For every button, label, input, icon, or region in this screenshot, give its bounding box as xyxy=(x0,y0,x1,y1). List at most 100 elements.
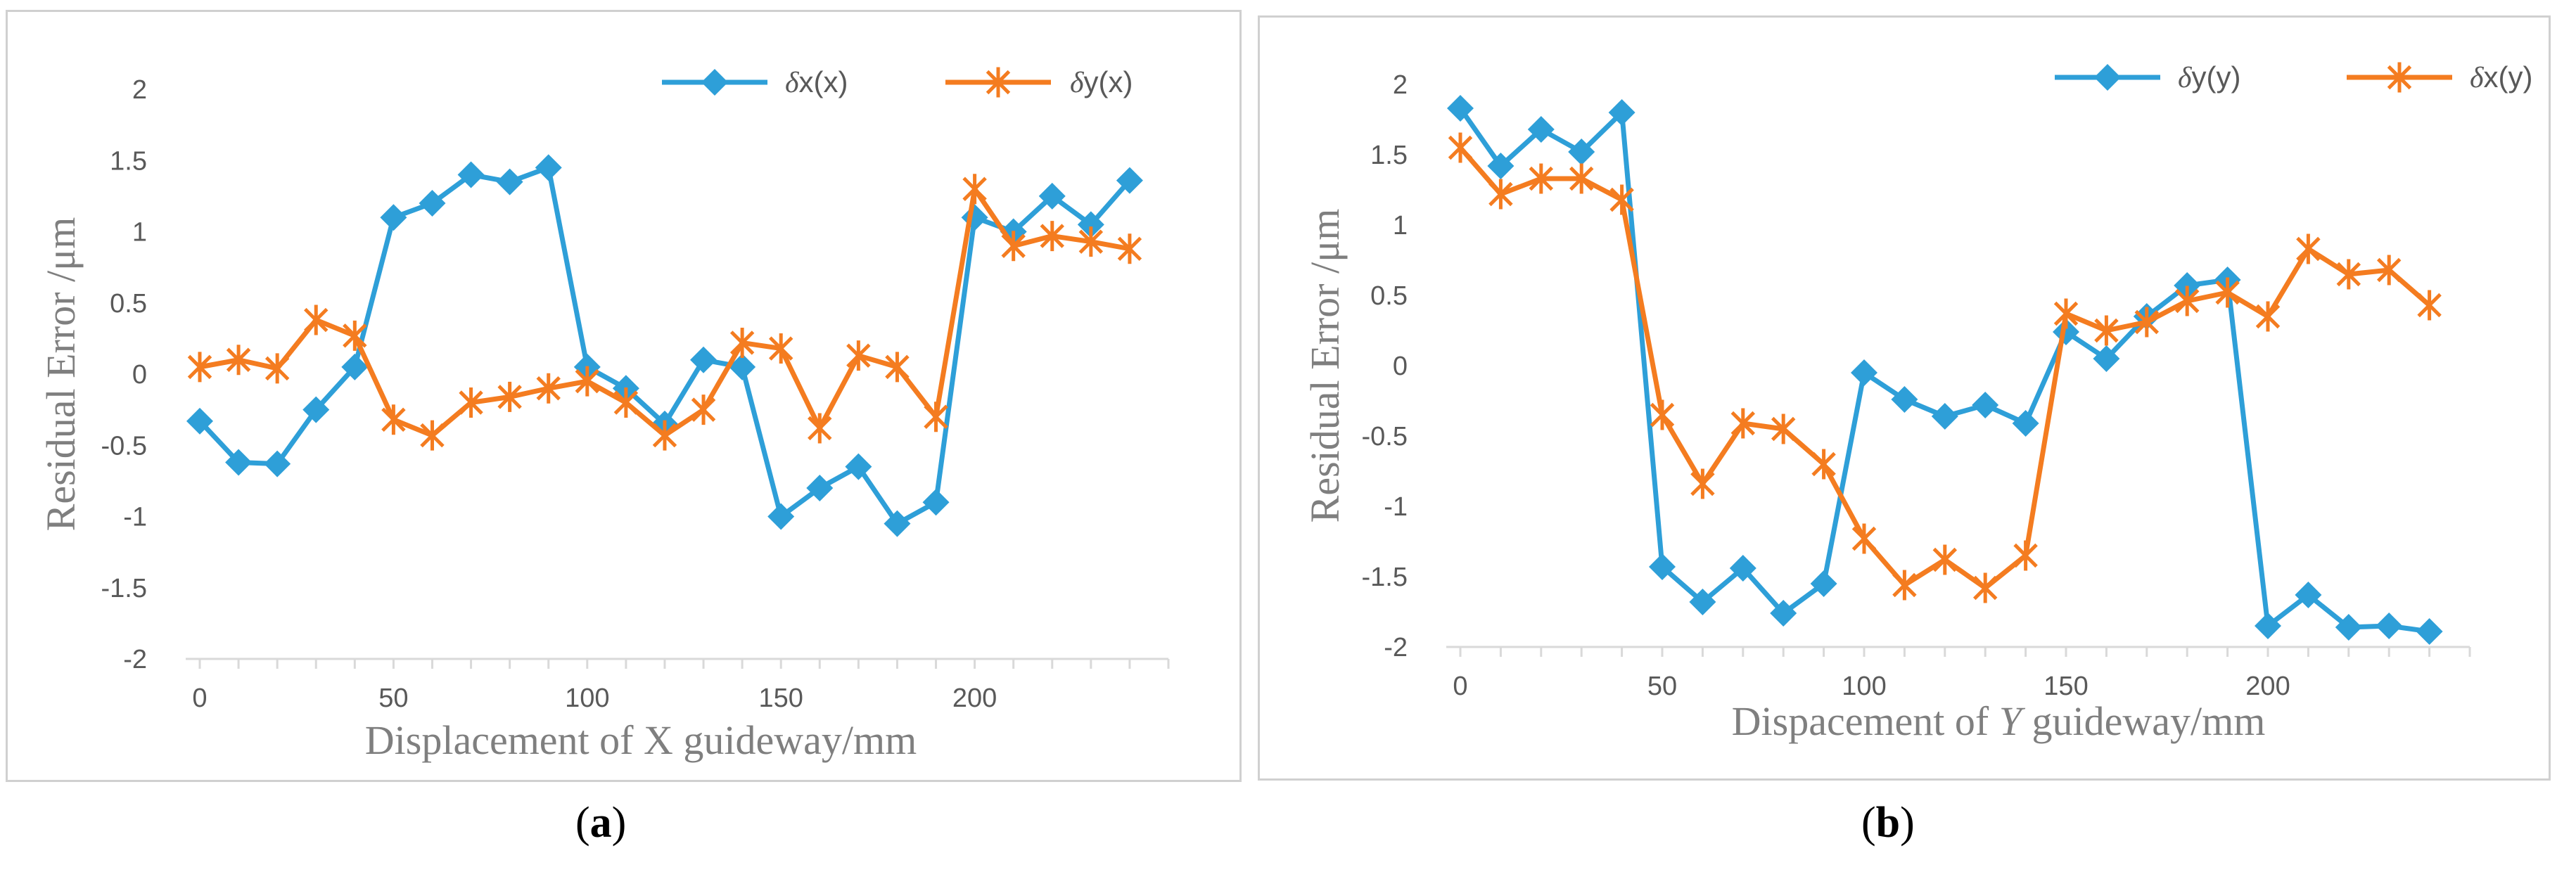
panel-label-b: (b) xyxy=(1861,799,1915,847)
data-point xyxy=(1529,163,1554,194)
data-point xyxy=(1689,589,1716,615)
legend-label-text: x(x) xyxy=(799,65,848,98)
data-point xyxy=(459,387,483,418)
legend-marker xyxy=(701,69,728,96)
data-point xyxy=(846,340,871,371)
data-point xyxy=(2336,259,2361,290)
data-point xyxy=(343,320,367,351)
data-point xyxy=(264,450,291,477)
data-point xyxy=(1729,555,1756,582)
data-point xyxy=(652,420,677,451)
data-point xyxy=(2053,298,2079,329)
data-point xyxy=(187,352,212,383)
y-tick-label: 2 xyxy=(1393,70,1408,100)
chart-b-svg: 21.510.50-0.5-1-1.5-20 50 100 150 200Dispace… xyxy=(1302,60,2533,744)
x-tick-label: 200 xyxy=(2245,672,2290,701)
data-point xyxy=(2012,410,2039,437)
y-tick-label: 0 xyxy=(1393,352,1408,381)
data-point xyxy=(1770,600,1797,627)
y-tick-label: -2 xyxy=(123,645,147,674)
x-tick-label: 100 xyxy=(1842,672,1886,701)
data-point xyxy=(380,204,407,231)
data-point xyxy=(1932,544,1958,575)
data-point xyxy=(2255,301,2281,332)
data-point xyxy=(1730,408,1756,439)
data-point xyxy=(419,190,446,217)
data-point xyxy=(613,387,639,418)
data-point xyxy=(1972,572,1998,603)
x-axis-title: Displacement of X guideway/mm xyxy=(365,717,917,763)
data-point xyxy=(225,449,253,476)
data-point xyxy=(1448,132,1473,163)
y-tick-label: -1.5 xyxy=(1362,563,1408,592)
y-tick-label: 0.5 xyxy=(110,289,147,319)
data-point xyxy=(845,453,872,480)
x-tick-label: 150 xyxy=(2043,672,2088,701)
data-point xyxy=(1608,99,1635,126)
y-axis-title: Residual Error /μm xyxy=(1302,209,1348,523)
y-tick-label: -2 xyxy=(1384,633,1408,662)
legend-entry-1: δx(x) xyxy=(662,65,848,99)
x-tick-label: 0 xyxy=(192,684,207,713)
y-tick-label: -1.5 xyxy=(101,574,147,603)
data-point xyxy=(1649,553,1676,580)
y-tick-label: 1 xyxy=(1393,211,1408,241)
data-point xyxy=(885,352,910,383)
panel-label-a-letter: a xyxy=(589,799,612,847)
x-axis-title-post: guideway/mm xyxy=(2022,698,2265,744)
data-point xyxy=(922,489,950,516)
data-point xyxy=(2134,307,2160,338)
y-tick-label: 0.5 xyxy=(1370,281,1408,311)
data-point xyxy=(1690,468,1715,499)
data-point xyxy=(2295,582,2322,608)
data-point xyxy=(2013,540,2038,571)
legend-marker xyxy=(2094,64,2121,91)
legend-marker xyxy=(2387,62,2412,93)
x-axis-title-var: Y xyxy=(1999,698,2026,744)
series-markers-1 xyxy=(1447,95,2443,645)
data-point xyxy=(1487,153,1515,179)
legend-label-symbol: δ xyxy=(2178,62,2193,94)
data-point xyxy=(884,510,911,537)
chart-panel-b: 2 1.5 1 0.5 0 -0.5 -1 -1.5 -2 0 50 100 150 200 Dispace… xyxy=(1258,15,2551,781)
legend-entry-2: δy(x) xyxy=(945,65,1133,99)
x-tick-label: 200 xyxy=(952,684,997,713)
data-point xyxy=(186,407,213,435)
data-point xyxy=(497,381,522,412)
data-point xyxy=(2296,233,2321,264)
data-point xyxy=(2093,345,2120,372)
y-tick-label: 0 xyxy=(132,360,147,390)
data-point xyxy=(2174,286,2200,316)
legend-label-text: y(x) xyxy=(1084,65,1133,98)
x-tick-label: 50 xyxy=(1647,672,1677,701)
legend-label-symbol: δ xyxy=(1070,67,1085,99)
data-point xyxy=(1488,179,1513,210)
data-point xyxy=(962,174,987,205)
data-point xyxy=(1038,182,1066,210)
y-tick-label: 1.5 xyxy=(1370,141,1408,170)
data-point xyxy=(420,420,445,451)
data-point xyxy=(961,204,988,231)
data-point xyxy=(2335,614,2362,641)
legend-label-symbol: δ xyxy=(2470,62,2485,94)
data-point xyxy=(302,396,330,423)
data-point xyxy=(1931,403,1958,430)
data-point xyxy=(1650,399,1675,430)
data-point xyxy=(341,353,369,380)
legend-label-text: x(y) xyxy=(2484,60,2533,94)
data-point xyxy=(1972,392,1999,418)
data-point xyxy=(1078,226,1104,257)
data-point xyxy=(1811,449,1836,480)
y-tick-label: 1.5 xyxy=(110,146,147,176)
data-point xyxy=(808,413,832,444)
data-point xyxy=(2053,319,2079,345)
legend-label: δy(x) xyxy=(1070,65,1133,99)
data-point xyxy=(1609,184,1634,215)
data-point xyxy=(1810,570,1837,597)
x-axis-title: Dispacement of Y guideway/mm xyxy=(1732,698,2266,744)
data-point xyxy=(2215,277,2240,308)
data-point xyxy=(1040,221,1064,252)
series-line-2 xyxy=(199,186,1130,438)
series-line-1 xyxy=(198,165,1132,527)
panel-label-a: (a) xyxy=(575,799,627,847)
